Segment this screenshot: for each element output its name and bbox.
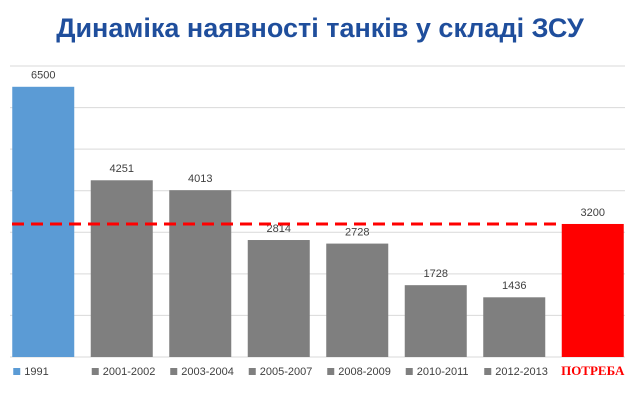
legend-swatch	[248, 368, 256, 375]
legend-label: 2010-2011	[417, 366, 469, 378]
legend-label: 2003-2004	[181, 366, 234, 378]
legend-swatch	[327, 368, 335, 375]
bar	[326, 243, 389, 357]
bar	[90, 180, 153, 357]
legend-swatch	[13, 368, 21, 375]
bar	[483, 297, 546, 357]
value-label: 1436	[502, 280, 526, 292]
bar	[169, 190, 232, 357]
legend-label: ПОТРЕБА	[561, 363, 625, 378]
value-label: 2814	[267, 223, 291, 235]
bar	[247, 240, 310, 357]
legend-swatch	[405, 368, 413, 375]
legend-swatch	[91, 368, 99, 375]
bar	[12, 86, 75, 358]
legend-label: 1991	[24, 366, 48, 378]
legend-label: 2008-2009	[338, 366, 391, 378]
legend-swatch	[484, 368, 492, 375]
value-label: 4013	[188, 173, 212, 185]
value-label: 3200	[581, 207, 605, 219]
bar	[404, 285, 467, 357]
bar	[561, 223, 624, 357]
chart-title: Динаміка наявності танків у складі ЗСУ	[56, 13, 585, 43]
value-label: 6500	[31, 70, 55, 82]
value-label: 2728	[345, 226, 369, 238]
value-label: 4251	[110, 163, 134, 175]
legend-label: 2001-2002	[103, 366, 156, 378]
legend-label: 2005-2007	[260, 366, 313, 378]
legend-swatch	[170, 368, 178, 375]
value-label: 1728	[424, 268, 448, 280]
legend-label: 2012-2013	[495, 366, 548, 378]
